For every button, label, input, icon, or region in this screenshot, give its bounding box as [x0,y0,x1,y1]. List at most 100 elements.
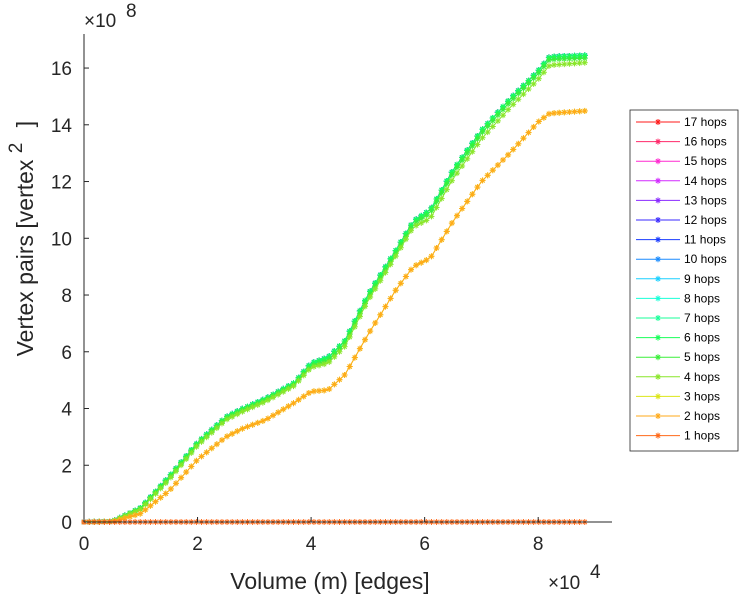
data-point [147,502,154,509]
legend-marker [655,373,661,380]
series-17-hops [81,52,588,525]
data-point [561,109,568,116]
data-point [540,63,547,70]
data-point [581,107,588,114]
data-point [423,257,430,264]
data-point [535,75,542,82]
legend-marker [655,236,661,243]
series-6-hops [81,52,588,525]
data-point [367,328,374,335]
legend-marker [655,354,661,361]
data-point [494,117,501,124]
data-point [581,59,588,66]
legend-item: 8 hops [636,291,720,305]
data-point [351,354,358,361]
data-point [576,60,583,67]
legend-item: 3 hops [636,389,720,403]
data-point [515,96,522,103]
series-line [83,54,585,523]
series-line [83,54,585,523]
legend-label: 3 hops [684,389,720,403]
legend-label: 13 hops [684,193,727,207]
series-line [83,110,585,523]
data-point [448,220,455,227]
data-point [387,295,394,302]
data-point [152,498,159,505]
data-point [224,416,231,423]
data-point [249,421,256,428]
legend-marker [655,177,661,184]
y-tick-label: 4 [61,400,72,421]
legend-marker [655,432,661,439]
data-point [203,449,210,456]
data-point [423,212,430,219]
y-exponent: 8 [126,1,137,22]
data-point [270,412,277,419]
y-tick-label: 12 [51,173,72,194]
data-point [162,490,169,497]
data-point [520,91,527,98]
data-point [218,420,225,427]
data-point [387,261,394,268]
data-point [469,148,476,155]
legend: 17 hops 16 hops 15 hops 14 hops 13 hops 12 ho… [629,109,739,452]
legend-item: 9 hops [636,272,720,286]
data-point [346,363,353,370]
data-point [162,480,169,487]
data-point [356,313,363,320]
data-point [443,186,450,193]
data-point [479,177,486,184]
legend-label: 11 hops [684,233,726,247]
data-point [489,167,496,174]
data-point [448,172,455,179]
y-axis-label-close: ] [12,121,38,127]
data-point [479,129,486,136]
data-point [142,501,149,508]
data-point [305,390,312,397]
data-point [428,213,435,220]
data-point [244,406,251,413]
data-point [142,506,149,513]
data-point [397,280,404,287]
legend-label: 7 hops [684,311,720,325]
legend-items: 17 hops 16 hops 15 hops 14 hops 13 hops 12 ho… [636,115,727,443]
data-point [377,277,384,284]
data-point [167,474,174,481]
data-point [316,387,323,394]
data-point [494,162,501,169]
y-axis-label: Vertex pairs [vertex [12,159,38,356]
legend-item: 16 hops [636,135,727,149]
data-point [505,151,512,158]
legend-marker [655,217,661,223]
data-point [239,408,246,415]
data-point [397,244,404,251]
data-point [280,388,287,395]
data-point [264,397,271,404]
legend-item: 5 hops [636,350,720,364]
legend-marker [655,197,661,204]
data-point [259,417,266,424]
legend-item: 2 hops [636,409,720,423]
legend-marker [655,119,661,125]
data-point [561,61,568,68]
legend-item: 12 hops [636,213,727,227]
series-5-hops [81,55,588,525]
data-point [321,361,328,368]
legend-marker [655,256,661,263]
data-point [489,117,496,124]
data-point [561,56,568,63]
data-point [356,345,363,352]
legend-marker [655,158,661,165]
data-point [469,143,476,150]
data-point [382,303,389,310]
legend-label: 1 hops [684,429,720,443]
data-point [428,253,435,260]
series-15-hops [81,52,588,525]
data-point [229,430,236,437]
data-point [285,385,292,392]
data-point [372,285,379,292]
data-point [535,118,542,125]
series-line [83,54,585,523]
data-point [310,363,317,370]
